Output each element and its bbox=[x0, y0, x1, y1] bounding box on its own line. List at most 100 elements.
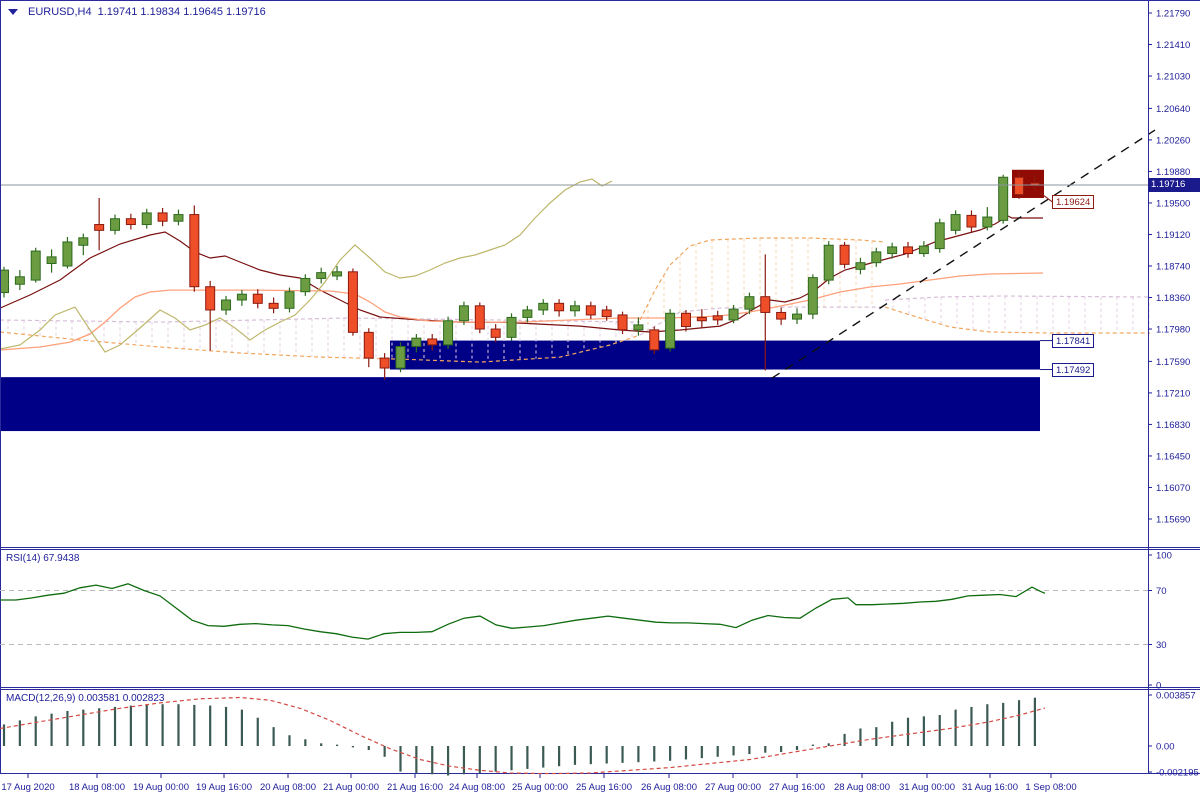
time-axis-label[interactable]: 27 Aug 00:00 bbox=[705, 782, 761, 793]
candle-body[interactable] bbox=[903, 246, 914, 255]
candle-body[interactable] bbox=[173, 214, 184, 222]
candle-body[interactable] bbox=[950, 214, 961, 231]
time-axis-label[interactable]: 28 Aug 08:00 bbox=[834, 782, 890, 793]
demand-zone-lower[interactable] bbox=[0, 377, 1040, 432]
candle-body[interactable] bbox=[300, 277, 311, 293]
candle-body[interactable] bbox=[728, 308, 739, 321]
candle-body[interactable] bbox=[62, 241, 73, 267]
price-axis-label: 1.20260 bbox=[1156, 135, 1190, 146]
candle-body[interactable] bbox=[236, 293, 247, 301]
candle-body[interactable] bbox=[601, 309, 612, 318]
time-axis-label[interactable]: 18 Aug 08:00 bbox=[69, 782, 125, 793]
candle-body[interactable] bbox=[347, 271, 358, 333]
candle-body[interactable] bbox=[395, 345, 406, 369]
candle-body[interactable] bbox=[680, 312, 691, 328]
candle-body[interactable] bbox=[585, 305, 596, 316]
candle-body[interactable] bbox=[189, 214, 200, 288]
price-axis-label: 1.17210 bbox=[1156, 388, 1190, 399]
candle-body[interactable] bbox=[332, 271, 343, 277]
candle-body[interactable] bbox=[871, 251, 882, 264]
candle-body[interactable] bbox=[839, 244, 850, 265]
price-tag-19624[interactable]: 1.19624 bbox=[1052, 194, 1095, 209]
candle-body[interactable] bbox=[443, 320, 454, 346]
candle-body[interactable] bbox=[268, 302, 279, 309]
trendline-dashed[interactable] bbox=[771, 129, 1156, 379]
candle-body[interactable] bbox=[887, 246, 898, 255]
candle-body[interactable] bbox=[776, 311, 787, 320]
candle-body[interactable] bbox=[490, 328, 501, 338]
candle-body[interactable] bbox=[284, 291, 295, 309]
candle-body[interactable] bbox=[807, 277, 818, 315]
candle-body[interactable] bbox=[1014, 176, 1025, 196]
candle-body[interactable] bbox=[855, 262, 866, 270]
demand-zone-upper[interactable] bbox=[390, 340, 1040, 370]
candle-body[interactable] bbox=[14, 276, 25, 285]
time-axis-label[interactable]: 19 Aug 00:00 bbox=[133, 782, 189, 793]
candle-body[interactable] bbox=[982, 216, 993, 228]
time-axis-label[interactable]: 27 Aug 16:00 bbox=[769, 782, 825, 793]
candle-body[interactable] bbox=[554, 302, 565, 312]
candle-body[interactable] bbox=[46, 256, 57, 265]
candle-body[interactable] bbox=[934, 222, 945, 250]
time-axis-label[interactable]: 24 Aug 08:00 bbox=[449, 782, 505, 793]
candle-body[interactable] bbox=[569, 305, 580, 312]
candle-body[interactable] bbox=[665, 312, 676, 349]
time-axis-label[interactable]: 31 Aug 16:00 bbox=[962, 782, 1018, 793]
candle-body[interactable] bbox=[474, 305, 485, 330]
time-axis-label[interactable]: 31 Aug 00:00 bbox=[899, 782, 955, 793]
time-axis-label[interactable]: 25 Aug 00:00 bbox=[512, 782, 568, 793]
candle-body[interactable] bbox=[617, 314, 628, 331]
candle-body[interactable] bbox=[141, 212, 152, 226]
candle-body[interactable] bbox=[427, 338, 438, 346]
candle-body[interactable] bbox=[363, 331, 374, 359]
price-tag-17841[interactable]: 1.17841 bbox=[1052, 333, 1095, 348]
candle-body[interactable] bbox=[379, 357, 390, 369]
candle-body[interactable] bbox=[522, 309, 533, 318]
macd-axis-label: 0.003857 bbox=[1156, 691, 1196, 702]
time-axis-label[interactable]: 26 Aug 08:00 bbox=[641, 782, 697, 793]
time-axis-label[interactable]: 21 Aug 16:00 bbox=[387, 782, 443, 793]
time-axis-label[interactable]: 21 Aug 00:00 bbox=[323, 782, 379, 793]
candle-body[interactable] bbox=[998, 176, 1009, 221]
candle-body[interactable] bbox=[316, 272, 327, 279]
candle-body[interactable] bbox=[205, 286, 216, 311]
candle-body[interactable] bbox=[792, 313, 802, 320]
price-tag-17492[interactable]: 1.17492 bbox=[1052, 362, 1095, 377]
candle-body[interactable] bbox=[110, 218, 121, 231]
candle-body[interactable] bbox=[252, 293, 263, 304]
candle-body[interactable] bbox=[823, 244, 834, 281]
time-axis-label[interactable]: 19 Aug 16:00 bbox=[196, 782, 252, 793]
candle-body[interactable] bbox=[30, 250, 41, 281]
price-axis-label: 1.18360 bbox=[1156, 293, 1190, 304]
time-axis-label[interactable]: 17 Aug 2020 bbox=[1, 782, 54, 793]
candle-body[interactable] bbox=[94, 224, 105, 231]
candle-body[interactable] bbox=[760, 296, 771, 313]
candle-body[interactable] bbox=[506, 316, 517, 338]
time-axis-label[interactable]: 25 Aug 16:00 bbox=[576, 782, 632, 793]
time-axis-label[interactable]: 1 Sep 08:00 bbox=[1025, 782, 1076, 793]
chikou-khaki bbox=[0, 178, 613, 353]
candle-body[interactable] bbox=[538, 302, 549, 311]
candle-body[interactable] bbox=[744, 296, 755, 310]
candle-body[interactable] bbox=[0, 269, 9, 294]
candle-body[interactable] bbox=[696, 316, 707, 322]
macd-signal-line bbox=[0, 696, 1046, 775]
candle-body[interactable] bbox=[966, 214, 977, 228]
price-axis-label: 1.18740 bbox=[1156, 261, 1190, 272]
macd-axis-label: -0.002195 bbox=[1156, 768, 1199, 779]
candle-body[interactable] bbox=[633, 324, 644, 331]
ma-salmon bbox=[0, 272, 1044, 351]
time-axis-label[interactable]: 20 Aug 08:00 bbox=[260, 782, 316, 793]
candle-body[interactable] bbox=[712, 315, 723, 321]
kumo-right-top bbox=[884, 295, 1151, 301]
candle-body[interactable] bbox=[157, 212, 168, 222]
candle-body[interactable] bbox=[458, 305, 469, 322]
candle-body[interactable] bbox=[221, 299, 232, 311]
chevron-down-icon[interactable] bbox=[8, 9, 18, 15]
candle-body[interactable] bbox=[125, 218, 136, 226]
candle-body[interactable] bbox=[411, 337, 422, 347]
candle-body[interactable] bbox=[78, 237, 89, 246]
candle-body[interactable] bbox=[918, 245, 929, 255]
candle-body[interactable] bbox=[649, 329, 660, 351]
